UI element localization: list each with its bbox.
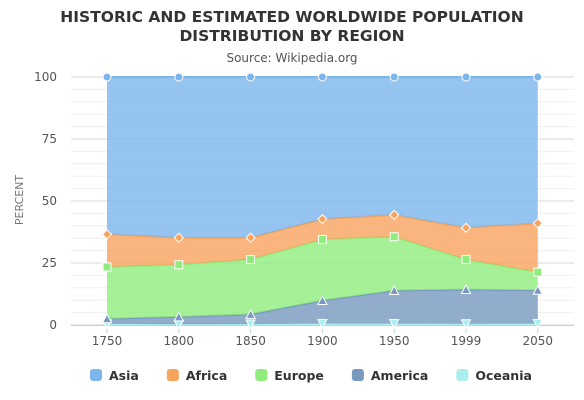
data-point-asia-1800[interactable] bbox=[174, 72, 184, 82]
data-point-america-1800[interactable] bbox=[173, 311, 185, 322]
legend-item-oceania[interactable]: Oceania bbox=[456, 368, 532, 383]
data-point-america-1750[interactable] bbox=[101, 313, 113, 324]
legend-swatch bbox=[351, 369, 364, 381]
data-point-europe-1800[interactable] bbox=[174, 260, 184, 270]
x-tick-label: 1850 bbox=[235, 334, 266, 348]
area-africa bbox=[107, 214, 538, 273]
data-point-oceania-1900[interactable] bbox=[317, 319, 328, 330]
legend-item-europe[interactable]: Europe bbox=[255, 368, 324, 383]
data-point-africa-1750[interactable] bbox=[101, 229, 113, 240]
y-tick-label: 50 bbox=[42, 194, 57, 208]
legend-swatch bbox=[456, 369, 469, 381]
x-tick-label: 2050 bbox=[523, 334, 554, 348]
data-point-africa-1950[interactable] bbox=[388, 209, 400, 221]
y-axis-title: PERCENT bbox=[13, 175, 26, 226]
data-point-europe-1750[interactable] bbox=[102, 262, 112, 272]
y-tick-label: 75 bbox=[42, 132, 57, 146]
data-point-asia-1850[interactable] bbox=[246, 72, 256, 82]
chart-subtitle: Source: Wikipedia.org bbox=[226, 51, 357, 65]
data-point-america-1950[interactable] bbox=[388, 284, 400, 296]
data-point-africa-1800[interactable] bbox=[173, 232, 185, 243]
y-tick-label: 0 bbox=[49, 318, 57, 332]
data-point-america-1900[interactable] bbox=[317, 294, 328, 305]
legend-label: Asia bbox=[109, 368, 139, 383]
legend-label: Oceania bbox=[475, 368, 532, 383]
x-tick-label: 1999 bbox=[451, 334, 482, 348]
data-point-africa-2050[interactable] bbox=[532, 218, 544, 229]
x-tick-label: 1950 bbox=[379, 334, 410, 348]
data-point-europe-1999[interactable] bbox=[461, 255, 471, 265]
legend-swatch bbox=[255, 369, 268, 381]
legend-label: America bbox=[371, 368, 428, 383]
data-point-oceania-1999[interactable] bbox=[460, 319, 472, 330]
data-point-america-1999[interactable] bbox=[460, 283, 472, 295]
x-tick-label: 1800 bbox=[164, 334, 195, 348]
data-point-africa-1900[interactable] bbox=[317, 213, 328, 225]
data-point-asia-1950[interactable] bbox=[389, 72, 399, 82]
data-point-europe-1950[interactable] bbox=[389, 232, 399, 242]
legend-label: Africa bbox=[186, 368, 227, 383]
data-point-asia-1900[interactable] bbox=[317, 72, 327, 82]
x-tick-label: 1900 bbox=[307, 334, 338, 348]
data-point-oceania-2050[interactable] bbox=[532, 319, 544, 330]
data-point-asia-1999[interactable] bbox=[461, 72, 471, 82]
data-point-asia-2050[interactable] bbox=[533, 72, 543, 82]
data-point-oceania-1850[interactable] bbox=[245, 319, 256, 330]
x-tick-label: 1750 bbox=[92, 334, 123, 348]
legend-swatch bbox=[166, 369, 179, 381]
data-point-africa-1850[interactable] bbox=[245, 232, 256, 243]
data-point-europe-2050[interactable] bbox=[533, 267, 543, 277]
data-point-oceania-1950[interactable] bbox=[388, 319, 400, 330]
data-point-america-1850[interactable] bbox=[245, 308, 256, 319]
legend-swatch bbox=[90, 369, 102, 381]
area-asia bbox=[107, 77, 538, 238]
data-point-asia-1750[interactable] bbox=[102, 72, 112, 82]
legend-label: Europe bbox=[274, 368, 324, 383]
legend-item-america[interactable]: America bbox=[351, 368, 428, 383]
series-markers bbox=[101, 72, 544, 330]
legend-item-asia[interactable]: Asia bbox=[90, 368, 139, 383]
legend: Asia Africa Europe America Oceania bbox=[90, 368, 532, 383]
y-tick-label: 100 bbox=[34, 70, 57, 84]
y-tick-label: 25 bbox=[42, 256, 57, 270]
legend-item-africa[interactable]: Africa bbox=[166, 368, 227, 383]
chart-title-line-2: DISTRIBUTION BY REGION bbox=[179, 27, 404, 45]
data-point-europe-1900[interactable] bbox=[317, 234, 327, 244]
series-areas bbox=[106, 76, 538, 326]
area-europe bbox=[107, 236, 538, 319]
data-point-africa-1999[interactable] bbox=[460, 222, 472, 233]
chart-title-line-1: HISTORIC AND ESTIMATED WORLDWIDE POPULAT… bbox=[60, 8, 523, 26]
data-point-europe-1850[interactable] bbox=[246, 255, 256, 265]
data-point-america-2050[interactable] bbox=[532, 284, 544, 295]
